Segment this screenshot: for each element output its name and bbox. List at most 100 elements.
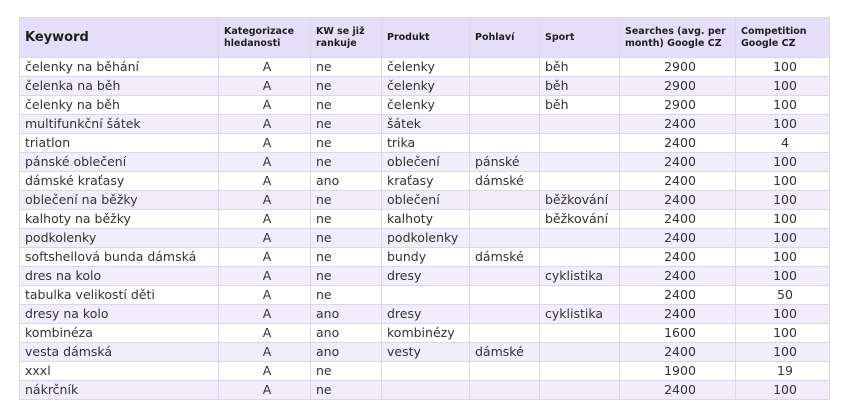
cell-keyword[interactable]: kombinéza xyxy=(19,323,219,343)
cell-competition[interactable]: 100 xyxy=(735,152,830,172)
cell-produkt[interactable]: čelenky xyxy=(381,76,470,96)
cell-pohlavi[interactable] xyxy=(469,361,540,381)
cell-keyword[interactable]: kalhoty na běžky xyxy=(19,209,219,229)
cell-searches[interactable]: 2400 xyxy=(619,228,736,248)
cell-searches[interactable]: 2400 xyxy=(619,380,736,400)
cell-searches[interactable]: 2400 xyxy=(619,266,736,286)
cell-keyword[interactable]: triatlon xyxy=(19,133,219,153)
cell-searches[interactable]: 2400 xyxy=(619,247,736,267)
cell-ranking[interactable]: ne xyxy=(310,76,382,96)
cell-produkt[interactable]: kalhoty xyxy=(381,209,470,229)
cell-keyword[interactable]: dresy na kolo xyxy=(19,304,219,324)
cell-keyword[interactable]: multifunkční šátek xyxy=(19,114,219,134)
cell-pohlavi[interactable]: dámské xyxy=(469,342,540,362)
cell-sport[interactable] xyxy=(539,152,620,172)
cell-ranking[interactable]: ne xyxy=(310,57,382,77)
cell-keyword[interactable]: čelenky na běhání xyxy=(19,57,219,77)
cell-ranking[interactable]: ne xyxy=(310,133,382,153)
cell-pohlavi[interactable]: pánské xyxy=(469,152,540,172)
cell-competition[interactable]: 50 xyxy=(735,285,830,305)
cell-produkt[interactable] xyxy=(381,380,470,400)
cell-produkt[interactable]: trika xyxy=(381,133,470,153)
header-ranking[interactable]: KW se již rankuje xyxy=(310,17,382,58)
cell-kategorizace[interactable]: A xyxy=(218,361,311,381)
cell-kategorizace[interactable]: A xyxy=(218,323,311,343)
cell-pohlavi[interactable] xyxy=(469,266,540,286)
cell-produkt[interactable]: oblečení xyxy=(381,152,470,172)
cell-kategorizace[interactable]: A xyxy=(218,95,311,115)
cell-searches[interactable]: 2900 xyxy=(619,57,736,77)
cell-pohlavi[interactable]: dámské xyxy=(469,247,540,267)
header-sport[interactable]: Sport xyxy=(539,17,620,58)
cell-ranking[interactable]: ano xyxy=(310,304,382,324)
cell-searches[interactable]: 2400 xyxy=(619,133,736,153)
header-searches[interactable]: Searches (avg. per month) Google CZ xyxy=(619,17,736,58)
cell-keyword[interactable]: oblečení na běžky xyxy=(19,190,219,210)
cell-ranking[interactable]: ne xyxy=(310,95,382,115)
cell-ranking[interactable]: ano xyxy=(310,342,382,362)
cell-pohlavi[interactable] xyxy=(469,190,540,210)
cell-competition[interactable]: 100 xyxy=(735,114,830,134)
cell-kategorizace[interactable]: A xyxy=(218,209,311,229)
header-kategorizace[interactable]: Kategorizace hledanosti xyxy=(218,17,311,58)
cell-searches[interactable]: 2900 xyxy=(619,76,736,96)
cell-kategorizace[interactable]: A xyxy=(218,342,311,362)
cell-ranking[interactable]: ne xyxy=(310,266,382,286)
cell-searches[interactable]: 1600 xyxy=(619,323,736,343)
cell-ranking[interactable]: ne xyxy=(310,228,382,248)
cell-ranking[interactable]: ano xyxy=(310,171,382,191)
cell-produkt[interactable]: čelenky xyxy=(381,95,470,115)
cell-kategorizace[interactable]: A xyxy=(218,152,311,172)
cell-ranking[interactable]: ne xyxy=(310,209,382,229)
cell-pohlavi[interactable] xyxy=(469,95,540,115)
cell-sport[interactable]: cyklistika xyxy=(539,266,620,286)
cell-searches[interactable]: 2400 xyxy=(619,342,736,362)
cell-produkt[interactable] xyxy=(381,361,470,381)
cell-sport[interactable]: běžkování xyxy=(539,190,620,210)
cell-keyword[interactable]: dres na kolo xyxy=(19,266,219,286)
cell-produkt[interactable]: vesty xyxy=(381,342,470,362)
cell-produkt[interactable]: dresy xyxy=(381,304,470,324)
cell-keyword[interactable]: čelenky na běh xyxy=(19,95,219,115)
cell-keyword[interactable]: čelenka na běh xyxy=(19,76,219,96)
cell-competition[interactable]: 100 xyxy=(735,380,830,400)
cell-sport[interactable]: běh xyxy=(539,95,620,115)
cell-ranking[interactable]: ne xyxy=(310,247,382,267)
cell-kategorizace[interactable]: A xyxy=(218,304,311,324)
cell-competition[interactable]: 100 xyxy=(735,76,830,96)
cell-sport[interactable]: běh xyxy=(539,76,620,96)
cell-produkt[interactable]: podkolenky xyxy=(381,228,470,248)
cell-pohlavi[interactable] xyxy=(469,133,540,153)
cell-ranking[interactable]: ne xyxy=(310,361,382,381)
header-keyword[interactable]: Keyword xyxy=(19,17,219,58)
cell-keyword[interactable]: dámské kraťasy xyxy=(19,171,219,191)
cell-competition[interactable]: 100 xyxy=(735,209,830,229)
cell-ranking[interactable]: ano xyxy=(310,323,382,343)
cell-keyword[interactable]: nákrčník xyxy=(19,380,219,400)
cell-pohlavi[interactable] xyxy=(469,228,540,248)
cell-competition[interactable]: 100 xyxy=(735,95,830,115)
cell-competition[interactable]: 19 xyxy=(735,361,830,381)
cell-produkt[interactable]: oblečení xyxy=(381,190,470,210)
cell-kategorizace[interactable]: A xyxy=(218,57,311,77)
cell-sport[interactable] xyxy=(539,361,620,381)
cell-sport[interactable] xyxy=(539,114,620,134)
cell-produkt[interactable]: čelenky xyxy=(381,57,470,77)
cell-sport[interactable]: běh xyxy=(539,57,620,77)
cell-kategorizace[interactable]: A xyxy=(218,285,311,305)
cell-searches[interactable]: 2400 xyxy=(619,285,736,305)
cell-produkt[interactable] xyxy=(381,285,470,305)
cell-kategorizace[interactable]: A xyxy=(218,380,311,400)
cell-sport[interactable] xyxy=(539,133,620,153)
cell-ranking[interactable]: ne xyxy=(310,190,382,210)
cell-produkt[interactable]: kombinézy xyxy=(381,323,470,343)
cell-kategorizace[interactable]: A xyxy=(218,76,311,96)
cell-kategorizace[interactable]: A xyxy=(218,171,311,191)
cell-pohlavi[interactable]: dámské xyxy=(469,171,540,191)
cell-sport[interactable] xyxy=(539,171,620,191)
cell-pohlavi[interactable] xyxy=(469,209,540,229)
cell-searches[interactable]: 2400 xyxy=(619,209,736,229)
cell-competition[interactable]: 100 xyxy=(735,228,830,248)
cell-pohlavi[interactable] xyxy=(469,76,540,96)
cell-kategorizace[interactable]: A xyxy=(218,247,311,267)
